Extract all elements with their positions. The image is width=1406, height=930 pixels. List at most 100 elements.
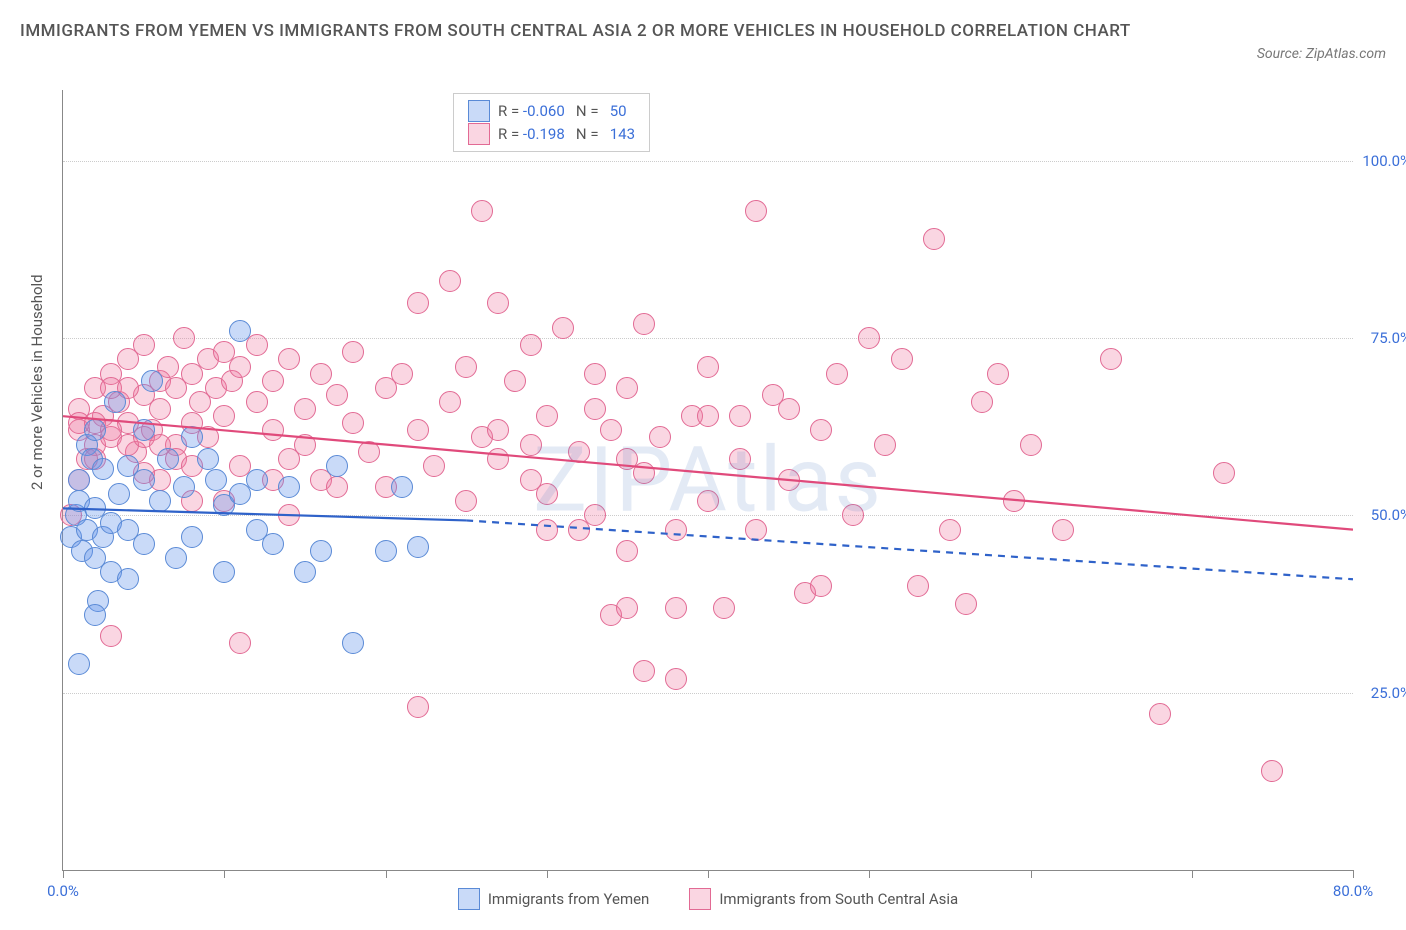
- x-tick: [869, 870, 870, 878]
- data-point: [987, 363, 1009, 385]
- data-point: [778, 469, 800, 491]
- data-point: [246, 391, 268, 413]
- data-point: [104, 391, 126, 413]
- legend-stat: R = -0.198 N = 143: [498, 123, 635, 146]
- data-point: [600, 419, 622, 441]
- correlation-legend: R = -0.060 N = 50R = -0.198 N = 143: [453, 93, 650, 152]
- data-point: [858, 327, 880, 349]
- data-point: [326, 476, 348, 498]
- data-point: [1020, 434, 1042, 456]
- data-point: [907, 575, 929, 597]
- grid-line: [63, 515, 1353, 516]
- data-point: [229, 632, 251, 654]
- x-tick: [224, 870, 225, 878]
- data-point: [439, 270, 461, 292]
- data-point: [455, 490, 477, 512]
- data-point: [633, 313, 655, 335]
- data-point: [342, 412, 364, 434]
- y-tick-label: 25.0%: [1371, 684, 1406, 702]
- data-point: [407, 419, 429, 441]
- data-point: [84, 604, 106, 626]
- data-point: [584, 398, 606, 420]
- legend-item: Immigrants from Yemen: [458, 888, 650, 910]
- data-point: [439, 391, 461, 413]
- data-point: [407, 536, 429, 558]
- data-point: [874, 434, 896, 456]
- data-point: [1052, 519, 1074, 541]
- data-point: [165, 547, 187, 569]
- data-point: [294, 434, 316, 456]
- x-tick: [386, 870, 387, 878]
- data-point: [616, 448, 638, 470]
- data-point: [407, 696, 429, 718]
- data-point: [229, 356, 251, 378]
- data-point: [697, 405, 719, 427]
- data-point: [213, 405, 235, 427]
- data-point: [923, 228, 945, 250]
- data-point: [487, 419, 509, 441]
- data-point: [342, 341, 364, 363]
- data-point: [810, 419, 832, 441]
- data-point: [487, 448, 509, 470]
- x-tick: [1353, 870, 1354, 878]
- data-point: [665, 597, 687, 619]
- data-point: [1100, 348, 1122, 370]
- data-point: [133, 334, 155, 356]
- data-point: [68, 469, 90, 491]
- data-point: [891, 348, 913, 370]
- data-point: [1261, 760, 1283, 782]
- legend-swatch: [689, 888, 711, 910]
- data-point: [633, 660, 655, 682]
- data-point: [358, 441, 380, 463]
- data-point: [197, 448, 219, 470]
- data-point: [213, 561, 235, 583]
- data-point: [342, 632, 364, 654]
- data-point: [173, 476, 195, 498]
- data-point: [665, 519, 687, 541]
- data-point: [68, 653, 90, 675]
- data-point: [584, 363, 606, 385]
- data-point: [326, 455, 348, 477]
- data-point: [520, 334, 542, 356]
- data-point: [810, 575, 832, 597]
- data-point: [729, 405, 751, 427]
- data-point: [294, 398, 316, 420]
- data-point: [133, 419, 155, 441]
- data-point: [842, 504, 864, 526]
- data-point: [568, 519, 590, 541]
- legend-swatch: [468, 100, 490, 122]
- data-point: [423, 455, 445, 477]
- legend-stat: R = -0.060 N = 50: [498, 100, 627, 123]
- data-point: [391, 476, 413, 498]
- data-point: [246, 469, 268, 491]
- data-point: [92, 458, 114, 480]
- x-tick: [547, 870, 548, 878]
- y-tick-label: 75.0%: [1371, 329, 1406, 347]
- data-point: [326, 384, 348, 406]
- x-tick: [63, 870, 64, 878]
- data-point: [407, 292, 429, 314]
- data-point: [697, 356, 719, 378]
- data-point: [117, 568, 139, 590]
- series-legend: Immigrants from Yemen Immigrants from Sou…: [63, 888, 1353, 910]
- data-point: [181, 526, 203, 548]
- grid-line: [63, 161, 1353, 162]
- data-point: [229, 320, 251, 342]
- legend-item: Immigrants from South Central Asia: [689, 888, 958, 910]
- data-point: [471, 200, 493, 222]
- legend-label: Immigrants from Yemen: [488, 890, 650, 908]
- legend-row: R = -0.198 N = 143: [468, 123, 635, 146]
- data-point: [1149, 703, 1171, 725]
- x-tick: [708, 870, 709, 878]
- data-point: [616, 377, 638, 399]
- data-point: [262, 370, 284, 392]
- x-tick-label: 0.0%: [47, 882, 79, 900]
- data-point: [262, 419, 284, 441]
- legend-swatch: [458, 888, 480, 910]
- data-point: [375, 540, 397, 562]
- data-point: [713, 597, 735, 619]
- data-point: [616, 540, 638, 562]
- data-point: [455, 356, 477, 378]
- data-point: [745, 200, 767, 222]
- legend-swatch: [468, 123, 490, 145]
